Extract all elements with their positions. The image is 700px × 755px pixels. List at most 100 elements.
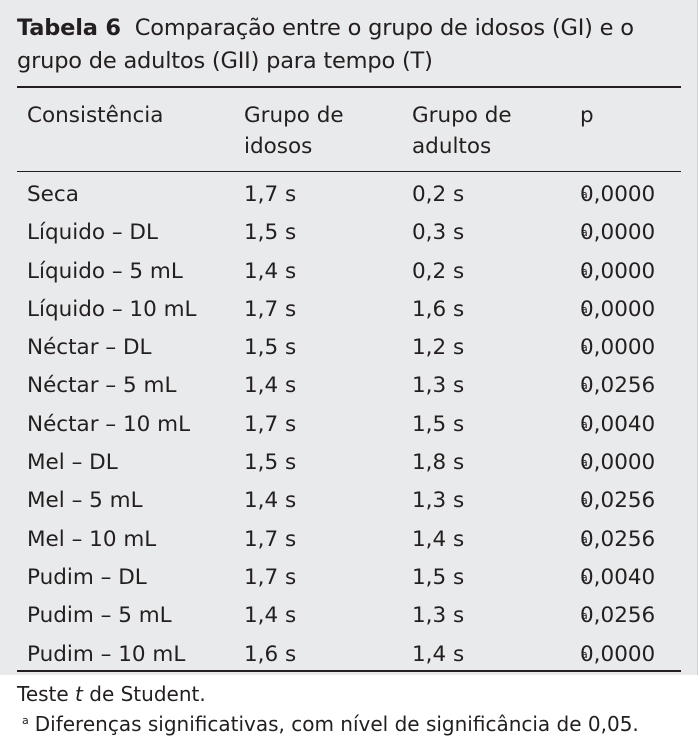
table-label: Tabela 6 [17,15,121,41]
p-value: 0,0256 [580,373,656,399]
p-value: 0,0000 [580,182,656,207]
cell-consistencia: Néctar – 10 mL [27,411,191,437]
cell-consistencia: Pudim – 10 mL [27,641,186,667]
cell-p: 0,0000 a [580,636,655,674]
cell-p: 0,0256 a [580,367,655,405]
significance-mark: a [581,188,588,201]
significance-mark: a [581,609,588,623]
table-title-line1: Comparação entre o grupo de idosos (GI) … [134,15,634,41]
header-adultos-line1: Grupo de [412,103,512,128]
p-value: 0,0000 [580,220,656,246]
footnote-test: Teste t de Student. [17,680,206,708]
cell-consistencia: Líquido – DL [27,220,158,246]
footnote-significance-text: Diferenças significativas, com nível de … [34,712,639,736]
cell-adultos: 1,5 s [412,411,465,437]
header-idosos: Grupo de idosos [244,100,344,162]
cell-consistencia: Líquido – 10 mL [27,296,197,322]
cell-adultos: 1,5 s [412,564,465,590]
p-value: 0,0000 [580,296,656,322]
cell-p: 0,0256 a [580,521,655,559]
table-row: Líquido – 5 mL 1,4 s 0,2 s 0,0000 a [0,253,697,291]
table-body: Seca 1,7 s 0,2 s 0,0000 a Líquido – DL 1,… [0,176,697,674]
table-row: Pudim – DL 1,7 s 1,5 s 0,0040 a [0,559,697,597]
header-p-line1: p [580,103,594,128]
significance-mark: a [581,456,588,470]
p-value: 0,0256 [580,526,656,552]
table-row: Líquido – 10 mL 1,7 s 1,6 s 0,0000 a [0,291,697,329]
cell-adultos: 1,3 s [412,488,465,514]
p-value: 0,0000 [580,335,656,361]
significance-mark: a [581,417,588,431]
cell-adultos: 1,2 s [412,335,465,361]
footnote-test-italic: t [75,682,83,706]
table-row: Pudim – 10 mL 1,6 s 1,4 s 0,0000 a [0,636,697,674]
cell-consistencia: Mel – 5 mL [27,488,143,514]
significance-mark: a [581,341,588,355]
table-row: Mel – 10 mL 1,7 s 1,4 s 0,0256 a [0,521,697,559]
table-row: Seca 1,7 s 0,2 s 0,0000 a [0,176,697,214]
header-idosos-line1: Grupo de [244,103,344,128]
cell-idosos: 1,5 s [244,220,297,246]
cell-idosos: 1,7 s [244,411,297,437]
significance-mark: a [581,379,588,393]
cell-idosos: 1,4 s [244,373,297,399]
cell-adultos: 1,6 s [412,296,465,322]
cell-consistencia: Pudim – 5 mL [27,603,172,629]
cell-p: 0,0000 a [580,176,655,214]
table-title-line2: grupo de adultos (GII) para tempo (T) [17,48,433,74]
footnote-mark: a [22,714,29,727]
cell-p: 0,0000 a [580,291,655,329]
cell-consistencia: Mel – 10 mL [27,526,157,552]
cell-consistencia: Néctar – 5 mL [27,373,177,399]
p-value: 0,0256 [580,603,656,629]
table-row: Mel – 5 mL 1,4 s 1,3 s 0,0256 a [0,482,697,520]
footnote-significance: a Diferenças significativas, com nível de… [22,710,639,742]
cell-idosos: 1,7 s [244,296,297,322]
cell-idosos: 1,7 s [244,182,297,207]
cell-adultos: 0,2 s [412,258,465,284]
cell-p: 0,0000 a [580,444,655,482]
significance-mark: a [581,226,588,240]
cell-idosos: 1,6 s [244,641,297,667]
header-consistencia: Consistência [27,100,163,131]
cell-p: 0,0040 a [580,406,655,444]
cell-p: 0,0000 a [580,329,655,367]
header-rule [17,171,681,172]
cell-idosos: 1,7 s [244,564,297,590]
cell-consistencia: Seca [27,182,79,207]
cell-adultos: 1,8 s [412,450,465,476]
table-row: Mel – DL 1,5 s 1,8 s 0,0000 a [0,444,697,482]
p-value: 0,0000 [580,450,656,476]
bottom-rule [17,670,681,672]
cell-adultos: 0,3 s [412,220,465,246]
table-caption: Tabela 6 Comparação entre o grupo de idos… [17,12,677,78]
cell-adultos: 1,3 s [412,373,465,399]
cell-idosos: 1,4 s [244,488,297,514]
data-table: Tabela 6 Comparação entre o grupo de idos… [0,0,698,675]
cell-p: 0,0256 a [580,597,655,635]
cell-p: 0,0000 a [580,214,655,252]
header-consistencia-line1: Consistência [27,103,164,128]
cell-consistencia: Néctar – DL [27,335,152,361]
p-value: 0,0040 [580,564,656,590]
footnote-test-prefix: Teste [17,682,76,706]
significance-mark: a [581,647,588,661]
p-value: 0,0000 [580,641,656,667]
cell-p: 0,0040 a [580,559,655,597]
cell-idosos: 1,4 s [244,258,297,284]
p-value: 0,0256 [580,488,656,514]
p-value: 0,0000 [580,258,656,284]
table-row: Líquido – DL 1,5 s 0,3 s 0,0000 a [0,214,697,252]
header-idosos-line2: idosos [244,134,313,159]
cell-consistencia: Líquido – 5 mL [27,258,183,284]
table-row: Néctar – 10 mL 1,7 s 1,5 s 0,0040 a [0,406,697,444]
footnote-test-suffix: de Student. [82,682,206,706]
cell-idosos: 1,5 s [244,335,297,361]
significance-mark: a [581,264,588,278]
table-row: Pudim – 5 mL 1,4 s 1,3 s 0,0256 a [0,597,697,635]
cell-p: 0,0256 a [580,482,655,520]
cell-p: 0,0000 a [580,253,655,291]
cell-idosos: 1,5 s [244,450,297,476]
p-value: 0,0040 [580,411,656,437]
significance-mark: a [581,532,588,546]
